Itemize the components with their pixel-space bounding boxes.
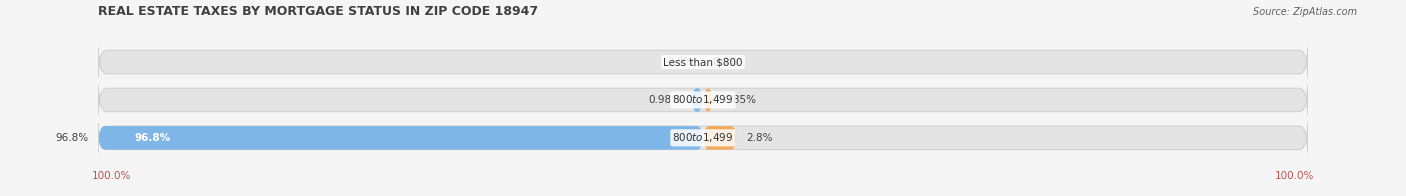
Text: REAL ESTATE TAXES BY MORTGAGE STATUS IN ZIP CODE 18947: REAL ESTATE TAXES BY MORTGAGE STATUS IN … xyxy=(98,5,538,18)
Text: Source: ZipAtlas.com: Source: ZipAtlas.com xyxy=(1253,7,1357,17)
Text: Less than $800: Less than $800 xyxy=(664,57,742,67)
Text: 0.0%: 0.0% xyxy=(666,57,693,67)
FancyBboxPatch shape xyxy=(98,123,1308,153)
FancyBboxPatch shape xyxy=(703,126,737,150)
Text: 0.85%: 0.85% xyxy=(723,95,756,105)
Text: 100.0%: 100.0% xyxy=(1275,171,1315,181)
FancyBboxPatch shape xyxy=(98,85,1308,115)
Text: 0.0%: 0.0% xyxy=(713,57,740,67)
FancyBboxPatch shape xyxy=(703,88,713,112)
FancyBboxPatch shape xyxy=(98,47,1308,77)
Text: $800 to $1,499: $800 to $1,499 xyxy=(672,93,734,106)
FancyBboxPatch shape xyxy=(98,126,703,150)
Text: 100.0%: 100.0% xyxy=(91,171,131,181)
Text: 96.8%: 96.8% xyxy=(56,133,89,143)
FancyBboxPatch shape xyxy=(692,88,703,112)
Text: 0.98%: 0.98% xyxy=(648,95,682,105)
Text: $800 to $1,499: $800 to $1,499 xyxy=(672,131,734,144)
Text: 2.8%: 2.8% xyxy=(747,133,773,143)
Text: 96.8%: 96.8% xyxy=(135,133,170,143)
